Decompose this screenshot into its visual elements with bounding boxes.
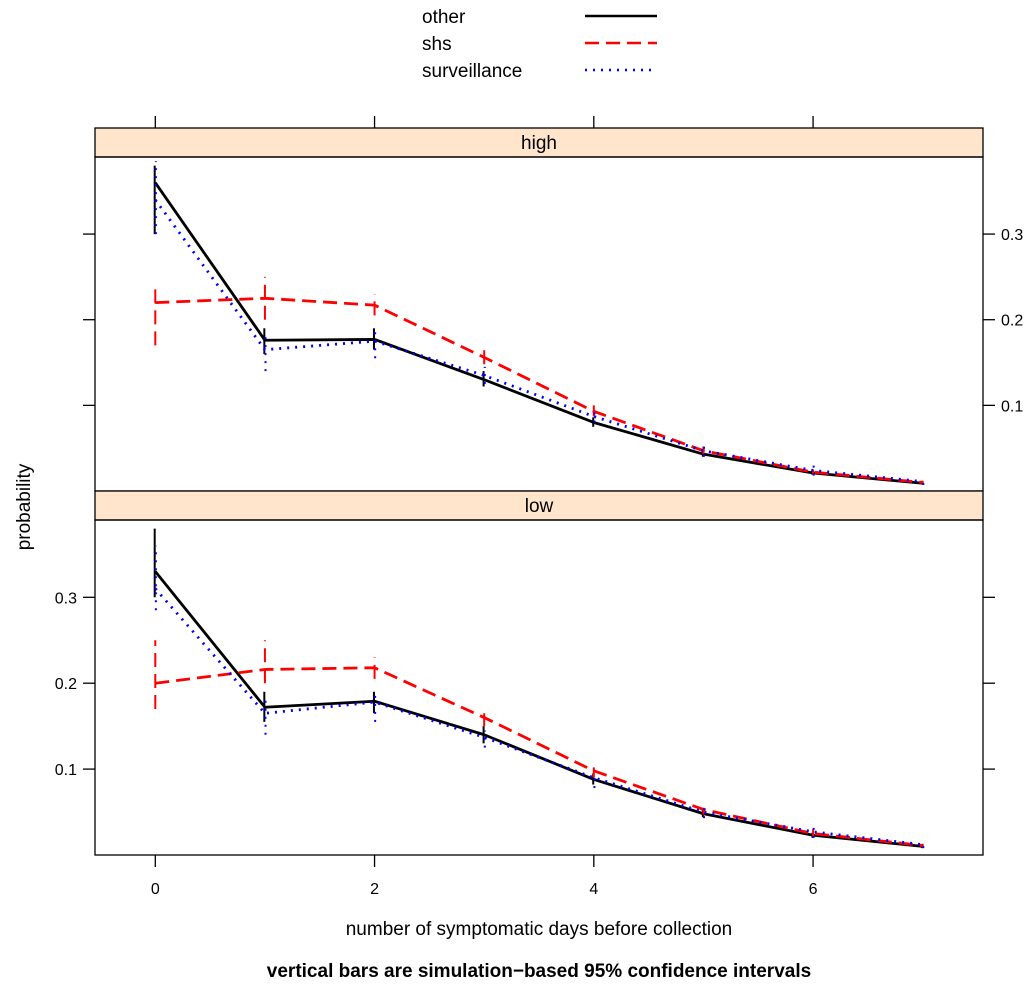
y-tick-label-low-0.1: 0.1 bbox=[55, 762, 77, 779]
panel-low: low 0.1 0.2 0.3 bbox=[55, 490, 995, 856]
y-tick-label-low-0.2: 0.2 bbox=[55, 676, 77, 693]
x-tick-label-2: 2 bbox=[370, 881, 379, 898]
plot-frame-high bbox=[94, 156, 984, 492]
panel-high: high 0.1 0.2 0.3 bbox=[83, 127, 1023, 492]
line-surveillance bbox=[154, 587, 923, 847]
strip-label-high: high bbox=[521, 133, 557, 154]
x-tick-label-0: 0 bbox=[151, 881, 160, 898]
caption: vertical bars are simulation−based 95% c… bbox=[267, 961, 811, 982]
legend-label-other: other bbox=[422, 7, 466, 28]
strip-low bbox=[94, 490, 984, 521]
series-other-high bbox=[153, 165, 924, 485]
series-surveillance-high bbox=[154, 161, 925, 486]
line-other bbox=[154, 181, 923, 485]
axes: 0 2 4 6 bbox=[151, 116, 818, 898]
x-tick-label-6: 6 bbox=[809, 881, 818, 898]
series-shs-low bbox=[154, 640, 924, 848]
y-tick-label-low-0.3: 0.3 bbox=[55, 590, 77, 607]
y-tick-label-high-0.2: 0.2 bbox=[1001, 313, 1023, 330]
y-axis-label: probability bbox=[14, 463, 35, 550]
y-tick-label-high-0.3: 0.3 bbox=[1001, 227, 1023, 244]
x-tick-label-4: 4 bbox=[589, 881, 598, 898]
strip-label-low: low bbox=[525, 496, 554, 517]
y-tick-label-high-0.1: 0.1 bbox=[1001, 398, 1023, 415]
line-shs bbox=[155, 296, 923, 484]
series-other-low bbox=[153, 528, 924, 849]
legend-label-surveillance: surveillance bbox=[422, 61, 522, 82]
legend-label-shs: shs bbox=[422, 34, 452, 55]
series-shs-high bbox=[154, 276, 924, 485]
legend: other shs surveillance bbox=[422, 7, 657, 82]
series-surveillance-low bbox=[154, 545, 925, 849]
panels: high 0.1 0.2 0.3 low 0.1 0.2 0.3 bbox=[55, 127, 1023, 856]
line-other bbox=[154, 570, 923, 848]
x-axis-label: number of symptomatic days before collec… bbox=[346, 919, 733, 940]
line-shs bbox=[155, 666, 923, 847]
plot-frame-low bbox=[94, 519, 984, 856]
